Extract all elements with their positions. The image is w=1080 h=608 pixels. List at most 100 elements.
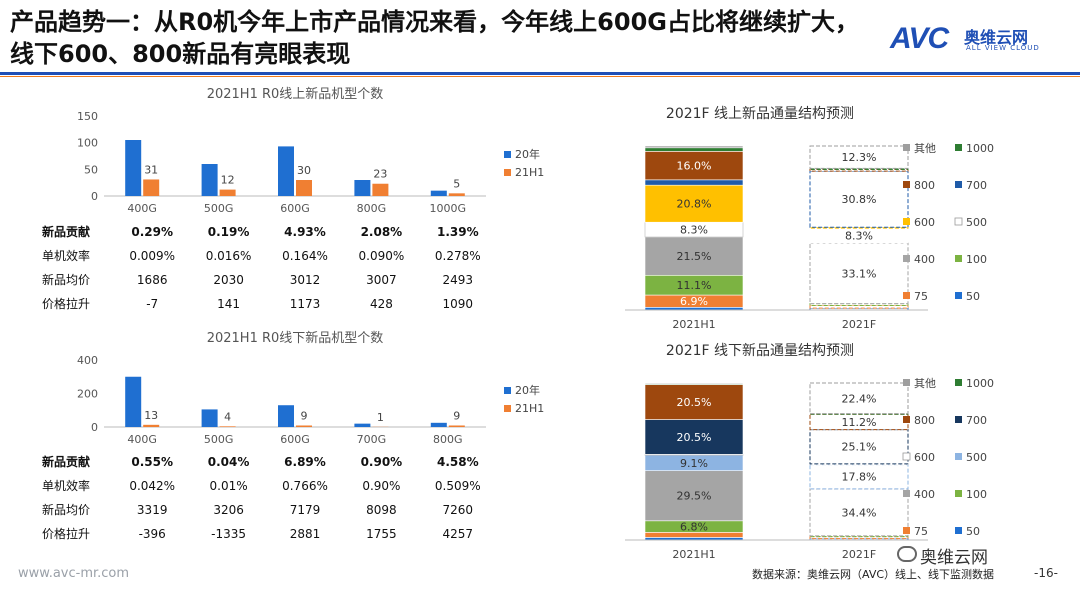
chart-2-seg-2021H1-其他 (644, 145, 744, 149)
chart-2-legend-其他: 其他 (914, 142, 936, 155)
chart-3-title: 2021F 线下新品通量结构预测 (666, 343, 854, 359)
chart-3-legend-700: 700 (966, 414, 987, 427)
chart-0-table-cell-2-0: 1686 (137, 273, 168, 287)
chart-1-label-600G: 9 (301, 409, 308, 422)
chart-1-table-cell-1-1: 0.01% (210, 479, 248, 493)
wechat-account: 奥维云网 (920, 548, 988, 568)
chart-0-table-cell-1-0: 0.009% (129, 249, 175, 263)
chart-0-table-cell-2-1: 2030 (213, 273, 244, 287)
chart-0-table-cell-3-4: 1090 (443, 297, 474, 311)
chart-0-bar-21H1-400G (143, 179, 160, 196)
chart-2-legend-swatch-500 (954, 217, 963, 226)
chart-0-bar-20年-400G (125, 140, 142, 196)
chart-2-legend-50: 50 (966, 290, 980, 303)
logo-cn-text: 奥维云网 (964, 28, 1029, 47)
chart-1-table-cell-0-3: 0.90% (361, 455, 403, 469)
chart-2-seglabel-2021H1-100: 11.1% (677, 279, 712, 292)
chart-3-legend-swatch-400 (903, 490, 910, 497)
chart-0-ytick-3: 150 (77, 110, 98, 123)
chart-1-table-cell-3-0: -396 (139, 527, 166, 541)
chart-2-legend-75: 75 (914, 290, 928, 303)
chart-1-table-cell-3-3: 1755 (366, 527, 397, 541)
chart-3-seg-2021F-400 (809, 488, 909, 537)
chart-0-ytick-1: 50 (84, 163, 98, 176)
chart-1-bar-21H1-800G (448, 425, 465, 427)
chart-0-table-cell-0-1: 0.19% (208, 225, 250, 239)
chart-0-table-cell-0-3: 2.08% (361, 225, 403, 239)
chart-1-bar-20年-500G (201, 409, 218, 427)
chart-0-bar-20年-600G (278, 146, 294, 196)
chart-2-legend-swatch-800 (903, 181, 910, 188)
chart-3-seg-2021F-500 (809, 464, 909, 490)
chart-3-legend-1000: 1000 (966, 377, 994, 390)
chart-1-ytick-2: 400 (77, 354, 98, 367)
chart-3-legend-400: 400 (914, 488, 935, 501)
chart-2-seglabel-2021F-700: 30.8% (842, 193, 877, 206)
chart-1-bar-21H1-400G (143, 424, 160, 427)
chart-3-seglabel-2021F-500: 17.8% (842, 471, 877, 484)
chart-1-table-cell-2-1: 3206 (213, 503, 244, 517)
chart-2-seglabel-2021H1-75: 6.9% (680, 295, 708, 308)
chart-0-table-cell-1-4: 0.278% (435, 249, 481, 263)
chart-2-legend-800: 800 (914, 179, 935, 192)
chart-0-table-cell-3-1: 141 (217, 297, 240, 311)
logo-avc-text: AVC (890, 22, 949, 55)
chart-2-legend-100: 100 (966, 253, 987, 266)
chart-0-legend-0: 20年 (515, 147, 540, 161)
chart-1-table-cell-2-3: 8098 (366, 503, 397, 517)
chart-0-label-600G: 30 (297, 164, 311, 177)
chart-1-table-cell-2-0: 3319 (137, 503, 168, 517)
chart-2-legend-400: 400 (914, 253, 935, 266)
chart-1-table-cell-1-3: 0.90% (362, 479, 400, 493)
chart-3-legend-swatch-75 (903, 527, 910, 534)
avc-logo: AVC 奥维云网 ALL VIEW CLOUD (890, 22, 1060, 58)
chart-1-table-rowlabel-1: 单机效率 (42, 478, 90, 493)
chart-0-xtick-600G: 600G (280, 202, 310, 215)
chart-0-label-400G: 31 (144, 163, 158, 176)
chart-2-legend-swatch-100 (955, 255, 962, 262)
chart-1-label-400G: 13 (144, 409, 158, 422)
chart-0-legend-1: 21H1 (515, 166, 544, 179)
chart-3-legend-75: 75 (914, 525, 928, 538)
chart-0-legend-swatch-0 (504, 151, 511, 158)
chart-0-table-cell-1-2: 0.164% (282, 249, 328, 263)
chart-1-bar-20年-700G (354, 423, 371, 427)
chart-2-seg-2021F-其他 (809, 145, 909, 169)
chart-2-title: 2021F 线上新品通量结构预测 (666, 106, 854, 122)
chart-2-xtick-2021F: 2021F (842, 318, 876, 331)
chart-1-table-rowlabel-0: 新品贡献 (42, 454, 90, 469)
chart-3-seg-2021H1-其他 (644, 382, 744, 385)
chart-3-xtick-2021F: 2021F (842, 548, 876, 561)
chart-3-seglabel-2021H1-800: 20.5% (677, 396, 712, 409)
chart-3-seglabel-2021F-700: 25.1% (842, 441, 877, 454)
chart-2-legend-swatch-50 (955, 292, 962, 299)
chart-0-bar-20年-800G (354, 180, 371, 196)
chart-0-table-rowlabel-0: 新品贡献 (42, 224, 90, 239)
chart-0-bar-21H1-600G (296, 180, 312, 196)
chart-0-table-cell-1-3: 0.090% (359, 249, 405, 263)
wechat-icon (897, 546, 917, 562)
chart-2-seg-2021H1-600 (644, 184, 744, 223)
chart-1-table-rowlabel-3: 价格拉升 (42, 526, 90, 541)
chart-1-table-cell-3-2: 2881 (290, 527, 321, 541)
chart-1-ytick-1: 200 (77, 388, 98, 401)
chart-1-table-cell-0-4: 4.58% (437, 455, 479, 469)
chart-3-legend-100: 100 (966, 488, 987, 501)
chart-1-table-cell-1-0: 0.042% (129, 479, 175, 493)
chart-1-bar-20年-800G (430, 422, 447, 427)
chart-3-seglabel-2021F-800: 11.2% (842, 416, 877, 429)
chart-0-xtick-400G: 400G (127, 202, 157, 215)
chart-3-legend-swatch-1000 (955, 379, 962, 386)
chart-3-legend-swatch-50 (955, 527, 962, 534)
chart-1-table-cell-2-4: 7260 (443, 503, 474, 517)
chart-1-legend-swatch-1 (504, 405, 511, 412)
chart-3-seg-2021F-其他 (809, 382, 909, 415)
chart-1-legend-0: 20年 (515, 383, 540, 397)
chart-1-table-cell-0-0: 0.55% (131, 455, 173, 469)
footer-url[interactable]: www.avc-mr.com (18, 566, 130, 581)
chart-0-table-cell-0-0: 0.29% (131, 225, 173, 239)
chart-2-legend-500: 500 (966, 216, 987, 229)
chart-0-table-rowlabel-1: 单机效率 (42, 248, 90, 263)
chart-2-seg-2021H1-400 (644, 236, 744, 276)
chart-1-ytick-0: 0 (91, 421, 98, 434)
